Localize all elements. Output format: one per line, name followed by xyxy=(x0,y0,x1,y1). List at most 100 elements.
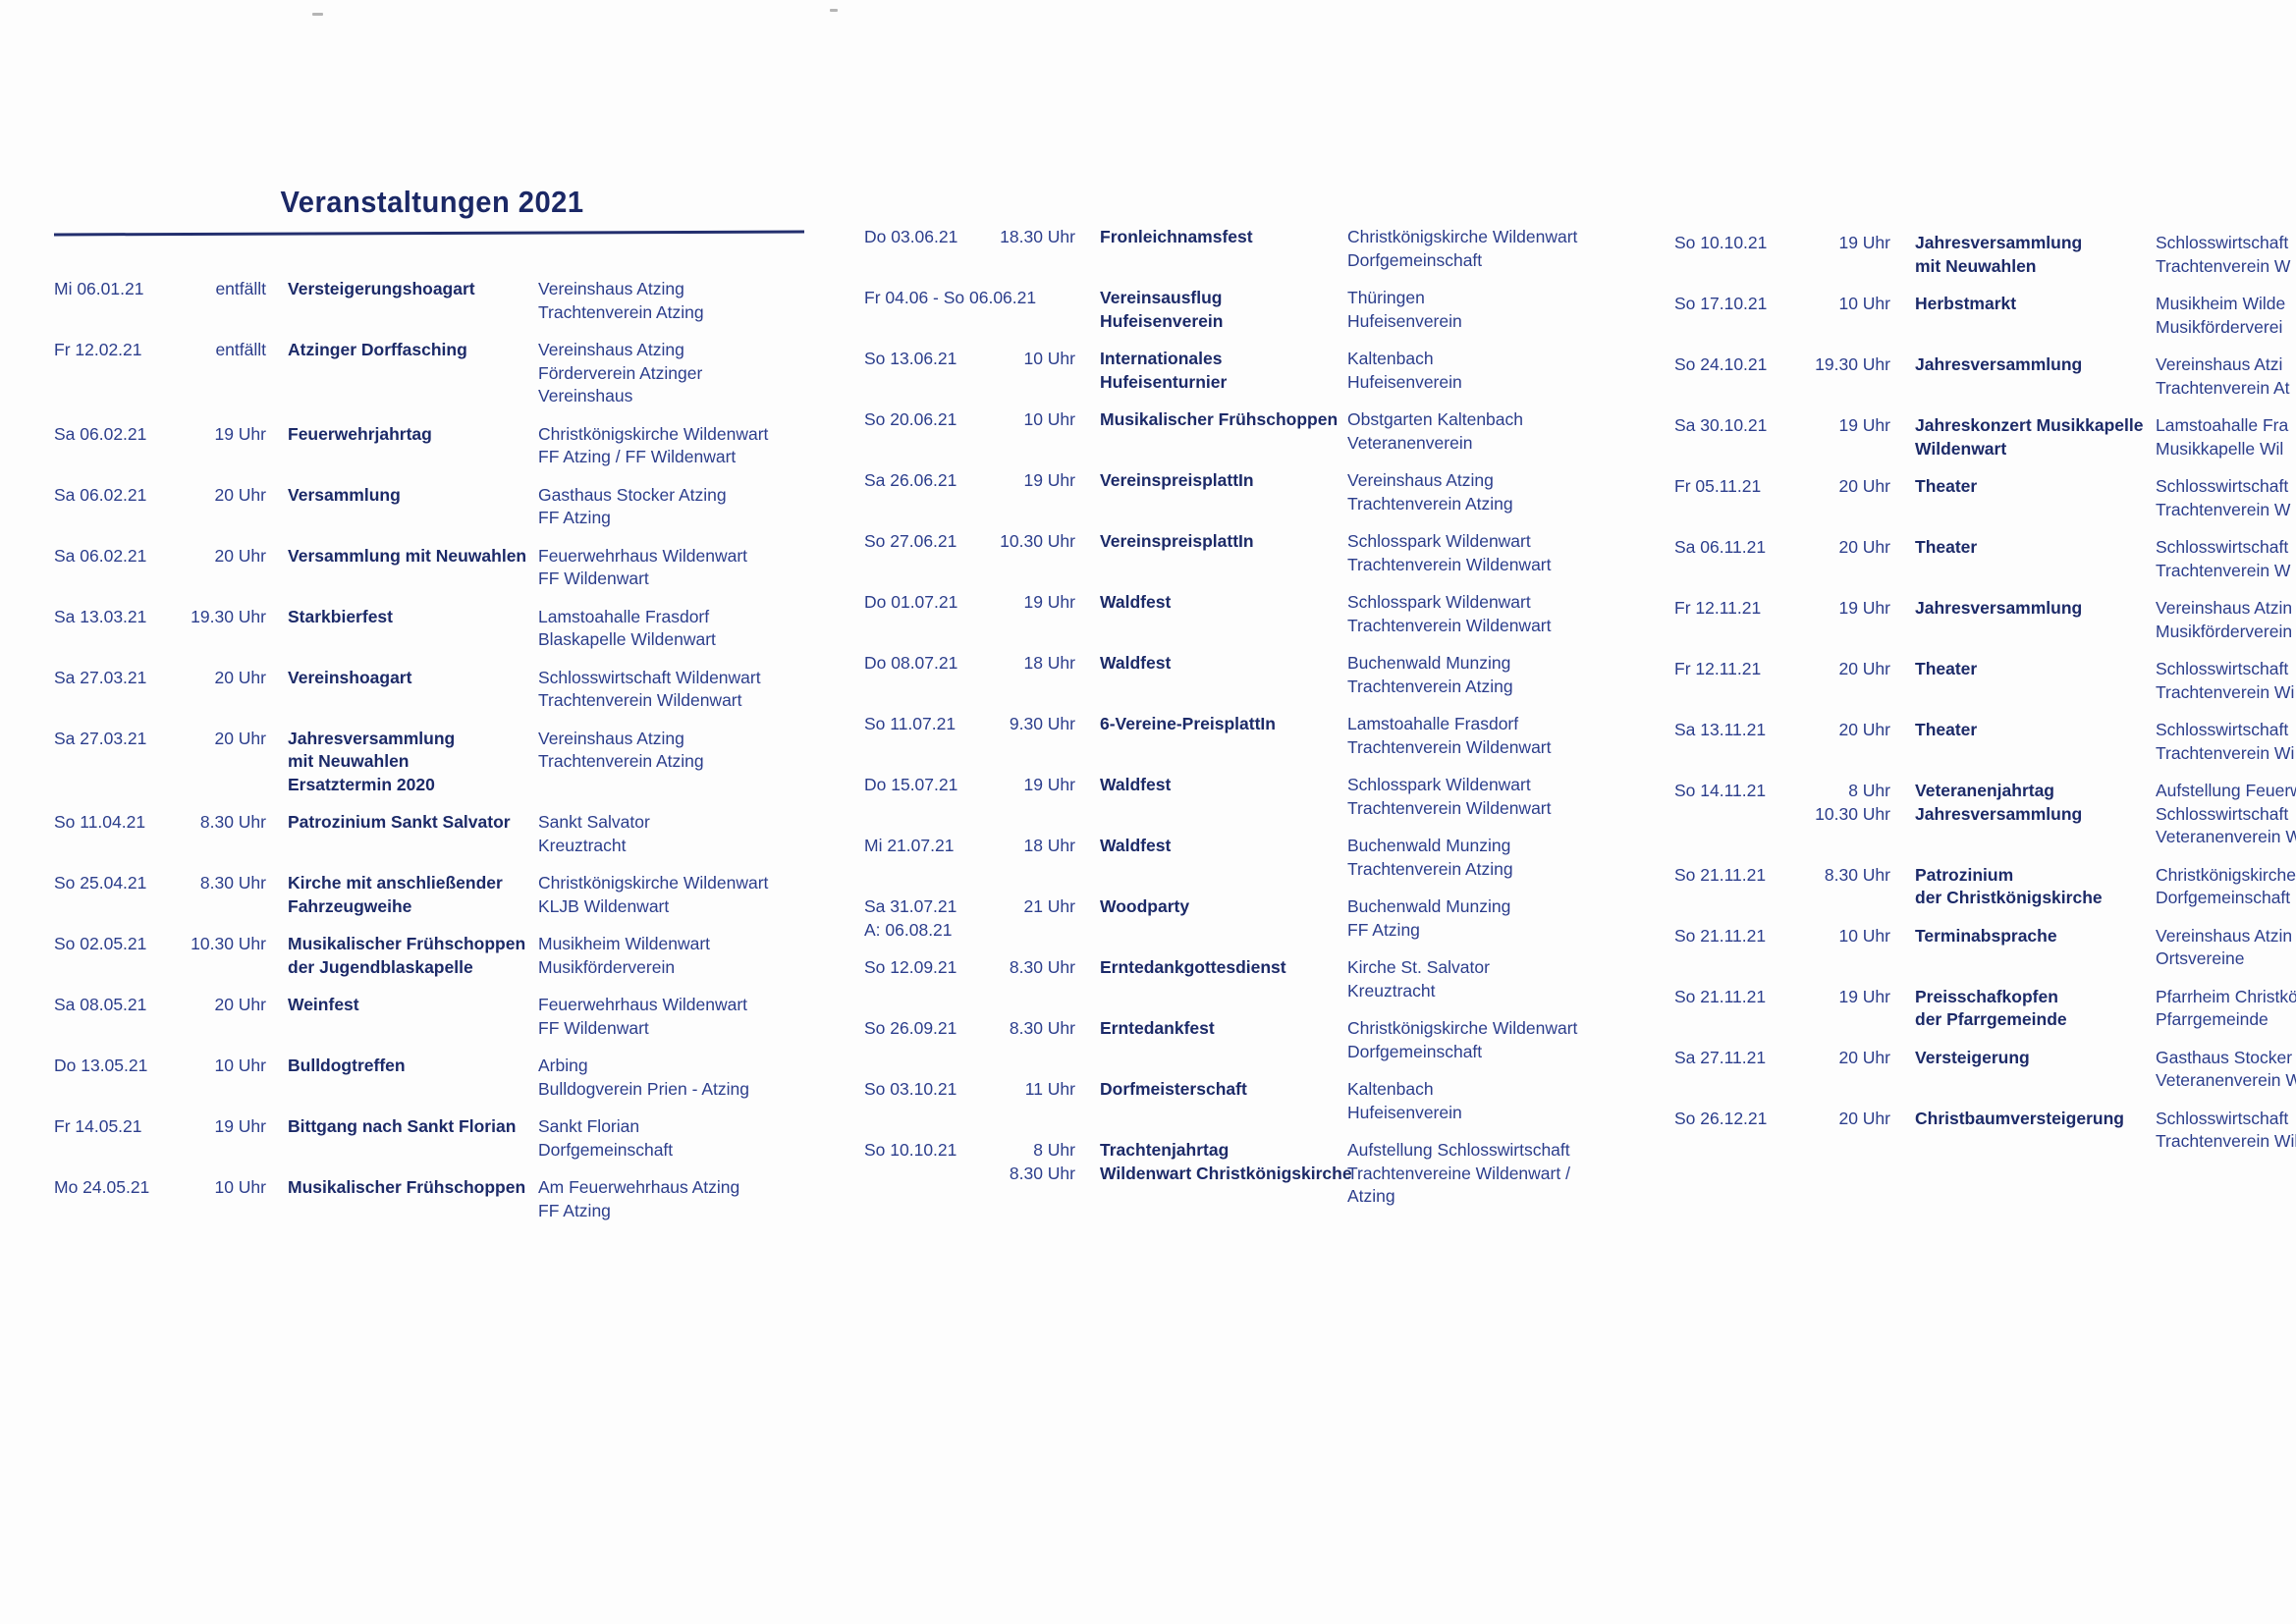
event-location: Aufstellung Schlosswirtschaft Trachtenve… xyxy=(1347,1140,1570,1206)
event-row: So 11.07.21 9.30 Uhr 6-Vereine-Preisplat… xyxy=(864,713,1552,759)
event-name: Patrozinium Sankt Salvator xyxy=(288,812,511,832)
event-time: 10 Uhr xyxy=(1838,925,1890,946)
event-location: Vereinshaus Atzi Trachtenverein At xyxy=(2156,354,2290,398)
event-date: Sa 06.02.21 xyxy=(54,545,147,566)
event-time: 10 Uhr xyxy=(1023,349,1075,368)
event-row: So 26.09.21 8.30 Uhr Erntedankfest Chris… xyxy=(864,1017,1577,1063)
event-location: Christkönigskirche Wildenwart Dorfgemein… xyxy=(1347,227,1578,270)
event-date: Sa 27.03.21 xyxy=(54,728,147,748)
event-date: So 26.12.21 xyxy=(1674,1108,1768,1128)
event-name: Waldfest xyxy=(1100,836,1172,855)
event-time: 8 Uhr 8.30 Uhr xyxy=(1009,1140,1075,1183)
event-location: Schlosspark Wildenwart Trachtenverein Wi… xyxy=(1347,531,1552,574)
event-time: 18.30 Uhr xyxy=(1000,227,1075,246)
event-location: Vereinshaus Atzing Trachtenverein Atzing xyxy=(1347,470,1513,514)
event-time: entfällt xyxy=(215,340,266,359)
event-name: Dorfmeisterschaft xyxy=(1100,1079,1247,1099)
event-row: So 17.10.21 10 Uhr Herbstmarkt Musikheim… xyxy=(1674,293,2296,339)
event-date: So 21.11.21 xyxy=(1674,864,1767,885)
event-date: So 20.06.21 xyxy=(864,409,957,429)
event-row: Do 08.07.21 18 Uhr Waldfest Buchenwald M… xyxy=(864,652,1552,698)
event-date: So 21.11.21 xyxy=(1674,925,1767,946)
event-date: Fr 04.06 - So 06.06.21 xyxy=(864,288,1037,307)
event-row: Mi 21.07.21 18 Uhr Waldfest Buchenwald M… xyxy=(864,835,1552,881)
event-location: Feuerwehrhaus Wildenwart FF Wildenwart xyxy=(538,545,748,589)
event-date: Do 13.05.21 xyxy=(54,1056,148,1075)
event-name: Versammlung mit Neuwahlen xyxy=(288,545,527,566)
event-time: 19 Uhr xyxy=(1838,986,1890,1006)
event-date: So 26.09.21 xyxy=(864,1018,957,1038)
event-date: Do 03.06.21 xyxy=(864,227,958,246)
event-name: Fronleichnamsfest xyxy=(1100,227,1253,246)
event-name: Theater xyxy=(1915,720,1978,739)
event-location: Vereinshaus Atzin Ortsvereine xyxy=(2156,925,2293,969)
event-row: Sa 27.03.21 20 Uhr Jahresversammlung mit… xyxy=(54,728,810,797)
event-location: Vereinshaus Atzing Trachtenverein Atzing xyxy=(538,279,704,322)
event-time: 20 Uhr xyxy=(1838,1108,1890,1128)
event-row: Do 15.07.21 19 Uhr Waldfest Schlosspark … xyxy=(864,774,1552,820)
event-name: Theater xyxy=(1915,659,1978,678)
event-location: Schlosswirtschaft Trachtenverein W xyxy=(2156,537,2291,580)
event-row: Sa 27.03.21 20 Uhr Vereinshoagart Schlos… xyxy=(54,667,810,713)
event-row: So 11.04.21 8.30 Uhr Patrozinium Sankt S… xyxy=(54,811,810,857)
event-location: Musikheim Wildenwart Musikförderverein xyxy=(538,934,711,977)
event-time: 9.30 Uhr xyxy=(1009,714,1075,733)
event-date: So 14.11.21 xyxy=(1674,781,1767,800)
event-row: Fr 12.11.21 19 Uhr Jahresversammlung Ver… xyxy=(1674,597,2296,643)
event-row: Fr 14.05.21 19 Uhr Bittgang nach Sankt F… xyxy=(54,1115,810,1162)
event-name: Christbaumversteigerung xyxy=(1915,1108,2124,1128)
event-location: Vereinshaus Atzing Trachtenverein Atzing xyxy=(538,728,704,772)
event-row: So 27.06.21 10.30 Uhr VereinspreisplattI… xyxy=(864,530,1552,576)
event-time: 20 Uhr xyxy=(1838,537,1890,557)
event-date: So 11.07.21 xyxy=(864,714,957,733)
event-location: Schlosswirtschaft Trachtenverein Wi xyxy=(2156,659,2295,702)
event-location: Schlosswirtschaft Trachtenverein Wi xyxy=(2156,720,2295,763)
event-location: Am Feuerwehrhaus Atzing FF Atzing xyxy=(538,1177,740,1220)
event-time: 20 Uhr xyxy=(1838,1047,1890,1067)
event-row: Sa 06.11.21 20 Uhr Theater Schlosswirtsc… xyxy=(1674,536,2296,582)
event-name: Veteranenjahrtag Jahresversammlung xyxy=(1915,781,2083,824)
event-name: Jahresversammlung xyxy=(1915,354,2083,374)
event-time: 8.30 Uhr xyxy=(199,812,266,832)
event-name: Vereinshoagart xyxy=(288,667,412,687)
event-name: Versteigerung xyxy=(1915,1047,2030,1067)
event-location: Buchenwald Munzing FF Atzing xyxy=(1347,896,1511,940)
event-name: Waldfest xyxy=(1100,592,1172,612)
event-row: Sa 13.03.21 19.30 Uhr Starkbierfest Lams… xyxy=(54,606,810,652)
event-location: Schlosspark Wildenwart Trachtenverein Wi… xyxy=(1347,592,1552,635)
event-location: Lamstoahalle Fra Musikkapelle Wil xyxy=(2156,415,2289,459)
schedule-column-2: Do 03.06.21 18.30 Uhr Fronleichnamsfest … xyxy=(864,226,1577,1209)
event-name: Atzinger Dorffasching xyxy=(288,340,467,359)
event-row: Do 13.05.21 10 Uhr Bulldogtreffen Arbing… xyxy=(54,1055,810,1101)
event-location: Schlosswirtschaft Wildenwart Trachtenver… xyxy=(538,667,761,711)
event-name: Bulldogtreffen xyxy=(288,1056,406,1075)
event-location: Arbing Bulldogverein Prien - Atzing xyxy=(538,1056,749,1099)
event-date: Sa 13.11.21 xyxy=(1674,720,1767,739)
event-date: Sa 08.05.21 xyxy=(54,995,147,1014)
event-location: Kaltenbach Hufeisenverein xyxy=(1347,349,1462,392)
event-time: 19 Uhr xyxy=(214,1116,266,1136)
event-date: So 10.10.21 xyxy=(864,1140,957,1160)
event-location: Musikheim Wilde Musikförderverei xyxy=(2156,294,2286,337)
event-name: Musikalischer Frühschoppen der Jugendbla… xyxy=(288,934,526,977)
event-name: Theater xyxy=(1915,476,1978,496)
event-row: So 24.10.21 19.30 Uhr Jahresversammlung … xyxy=(1674,353,2296,400)
event-location: Buchenwald Munzing Trachtenverein Atzing xyxy=(1347,653,1513,696)
event-time: 11 Uhr xyxy=(1024,1079,1075,1099)
event-location: Christkönigskirche Wildenwart KLJB Wilde… xyxy=(538,873,769,916)
event-row: So 13.06.21 10 Uhr Internationales Hufei… xyxy=(864,348,1552,394)
event-time: 8.30 Uhr xyxy=(1009,957,1075,977)
event-date: Mi 06.01.21 xyxy=(54,279,144,298)
event-time: 21 Uhr xyxy=(1023,896,1075,916)
event-date: So 25.04.21 xyxy=(54,873,147,893)
event-date: Fr 12.02.21 xyxy=(54,340,142,359)
event-row: Sa 08.05.21 20 Uhr Weinfest Feuerwehrhau… xyxy=(54,994,810,1040)
event-date: So 02.05.21 xyxy=(54,934,147,953)
event-row: Sa 30.10.21 19 Uhr Jahreskonzert Musikka… xyxy=(1674,414,2296,460)
event-name: VereinspreisplattIn xyxy=(1100,531,1254,551)
event-row: Fr 12.11.21 20 Uhr Theater Schlosswirtsc… xyxy=(1674,658,2296,704)
event-date: So 12.09.21 xyxy=(864,957,957,977)
event-time: 19 Uhr xyxy=(1023,775,1075,794)
event-time: 19 Uhr xyxy=(214,423,266,444)
